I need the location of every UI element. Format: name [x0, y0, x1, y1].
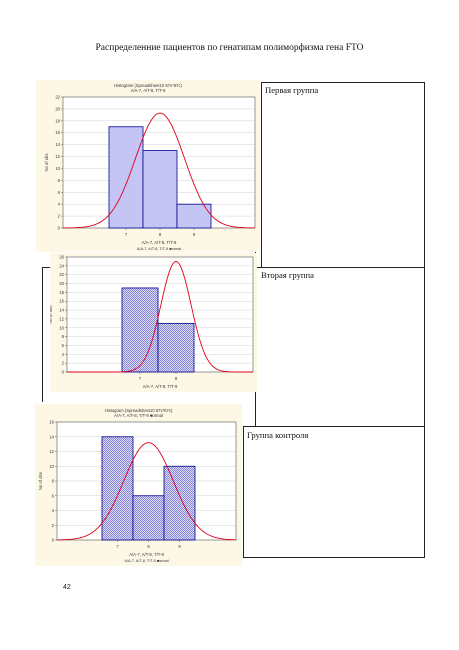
histogram-bar: [101, 436, 134, 541]
y-tick-label: 6: [62, 343, 65, 348]
y-tick-label: 6: [52, 493, 55, 498]
y-tick-label: 16: [59, 299, 64, 304]
histogram-bar: [121, 287, 159, 373]
y-tick-label: 20: [55, 106, 60, 111]
y-tick-label: 2: [58, 214, 61, 219]
legend-label: A/A-7, A/T-8, T/T-9 ■ormal: [124, 559, 168, 563]
y-axis-label: No of obs: [44, 154, 49, 172]
y-tick-label: 2: [62, 361, 65, 366]
y-tick-label: 26: [59, 255, 64, 260]
y-tick-label: 22: [55, 95, 60, 100]
y-tick-label: 18: [55, 118, 60, 123]
table-border-right: [424, 82, 425, 558]
page-title: Распределенние пациентов по генатипам по…: [95, 43, 364, 53]
y-tick-label: 6: [58, 190, 61, 195]
y-tick-label: 4: [52, 508, 55, 513]
y-tick-label: 14: [59, 308, 64, 313]
x-axis-label: A/A-7, A/T-8, T/T-9: [143, 384, 178, 389]
x-axis-label: A/A-7, A/T-8, T/T-9: [142, 240, 177, 245]
x-tick-label: 8: [159, 232, 162, 237]
histogram-panel-3: Histogram (Spreadsheet10 67v*67c) A/A-7,…: [35, 404, 242, 566]
y-tick-label: 0: [52, 538, 55, 543]
y-tick-label: 16: [55, 130, 60, 135]
chart-subtitle: A/A-7, A/T-8, T/T-9 ■ormal: [114, 413, 163, 418]
chart-subtitle: A/A-7, A/T-8, T/T-9: [130, 88, 166, 93]
y-tick-label: 12: [59, 316, 64, 321]
y-axis-label: No of obs: [38, 472, 43, 490]
y-tick-label: 4: [58, 202, 61, 207]
y-tick-label: 24: [59, 263, 64, 268]
table-border-bottom: [243, 557, 425, 558]
chart-title: Histogram (Spreadsheet10 67v*67c): [104, 408, 173, 413]
histogram-panel-1: Histogram (Spreadsheet10 67v*67c) A/A-7,…: [36, 80, 260, 252]
table-left-edge: [42, 267, 43, 402]
legend-label: A/A-7, A/T-8, T/T-9 ■ormal: [137, 247, 181, 251]
y-tick-label: 10: [49, 464, 54, 469]
y-axis-label: No of obs: [50, 306, 53, 324]
x-tick-label: 7: [125, 232, 128, 237]
chart-title: Histogram (Spreadsheet10 67v*67c): [114, 83, 182, 88]
histogram-chart-1: 0 2 4 6 8 10 12 14 16 18 20 22 7 8 9 A/A-7, A/T-8, T/T-…: [44, 95, 256, 251]
x-tick-label: 9: [193, 232, 196, 237]
histogram-bar: [142, 150, 178, 229]
normal-curve: [67, 260, 253, 373]
histogram-bar: [157, 322, 195, 373]
y-tick-label: 20: [59, 281, 64, 286]
y-tick-label: 16: [49, 420, 54, 425]
y-tick-label: 8: [52, 479, 55, 484]
group-label-second: Вторая группа: [261, 270, 314, 280]
x-tick-label: 7: [139, 376, 142, 381]
y-tick-label: 12: [49, 449, 54, 454]
table-border-left-1: [261, 82, 262, 268]
x-tick-label: 8: [175, 376, 178, 381]
page-number: 42: [63, 584, 71, 591]
table-divider-2: [243, 426, 425, 427]
y-tick-label: 0: [58, 226, 61, 231]
y-tick-label: 8: [58, 178, 61, 183]
histogram-bar: [163, 465, 196, 541]
y-tick-label: 4: [62, 352, 65, 357]
histogram-bar: [108, 126, 144, 229]
y-tick-label: 14: [55, 142, 60, 147]
group-label-first: Первая группа: [265, 85, 319, 95]
x-tick-label: 7: [116, 544, 119, 549]
table-border-left-3: [243, 426, 244, 558]
histogram-panel-2: 0 2 4 6 8 10 12 14 16 18 20 22 24 26 7 8 A/A-7, A/T-8, T…: [50, 253, 257, 392]
histogram-bar: [132, 495, 165, 541]
y-tick-label: 10: [55, 166, 60, 171]
x-axis-label: A/A-7, A/T-8, T/T-9: [129, 552, 164, 557]
group-label-control: Группа контроля: [247, 430, 309, 440]
y-tick-label: 0: [62, 370, 65, 375]
y-tick-label: 12: [55, 154, 60, 159]
y-tick-label: 14: [49, 434, 54, 439]
y-tick-label: 10: [59, 325, 64, 330]
y-tick-label: 8: [62, 334, 65, 339]
y-tick-label: 18: [59, 290, 64, 295]
x-tick-label: 8: [147, 544, 150, 549]
y-tick-label: 22: [59, 272, 64, 277]
normal-curve: [57, 442, 236, 541]
y-tick-label: 2: [52, 523, 55, 528]
x-tick-label: 9: [178, 544, 181, 549]
normal-curve: [62, 112, 255, 229]
table-border-top: [261, 82, 425, 83]
histogram-chart-3: 0 2 4 6 8 10 12 14 16 7 8 9 A/A-7, A/T-8, T/T-9 A/A-7…: [38, 420, 237, 563]
